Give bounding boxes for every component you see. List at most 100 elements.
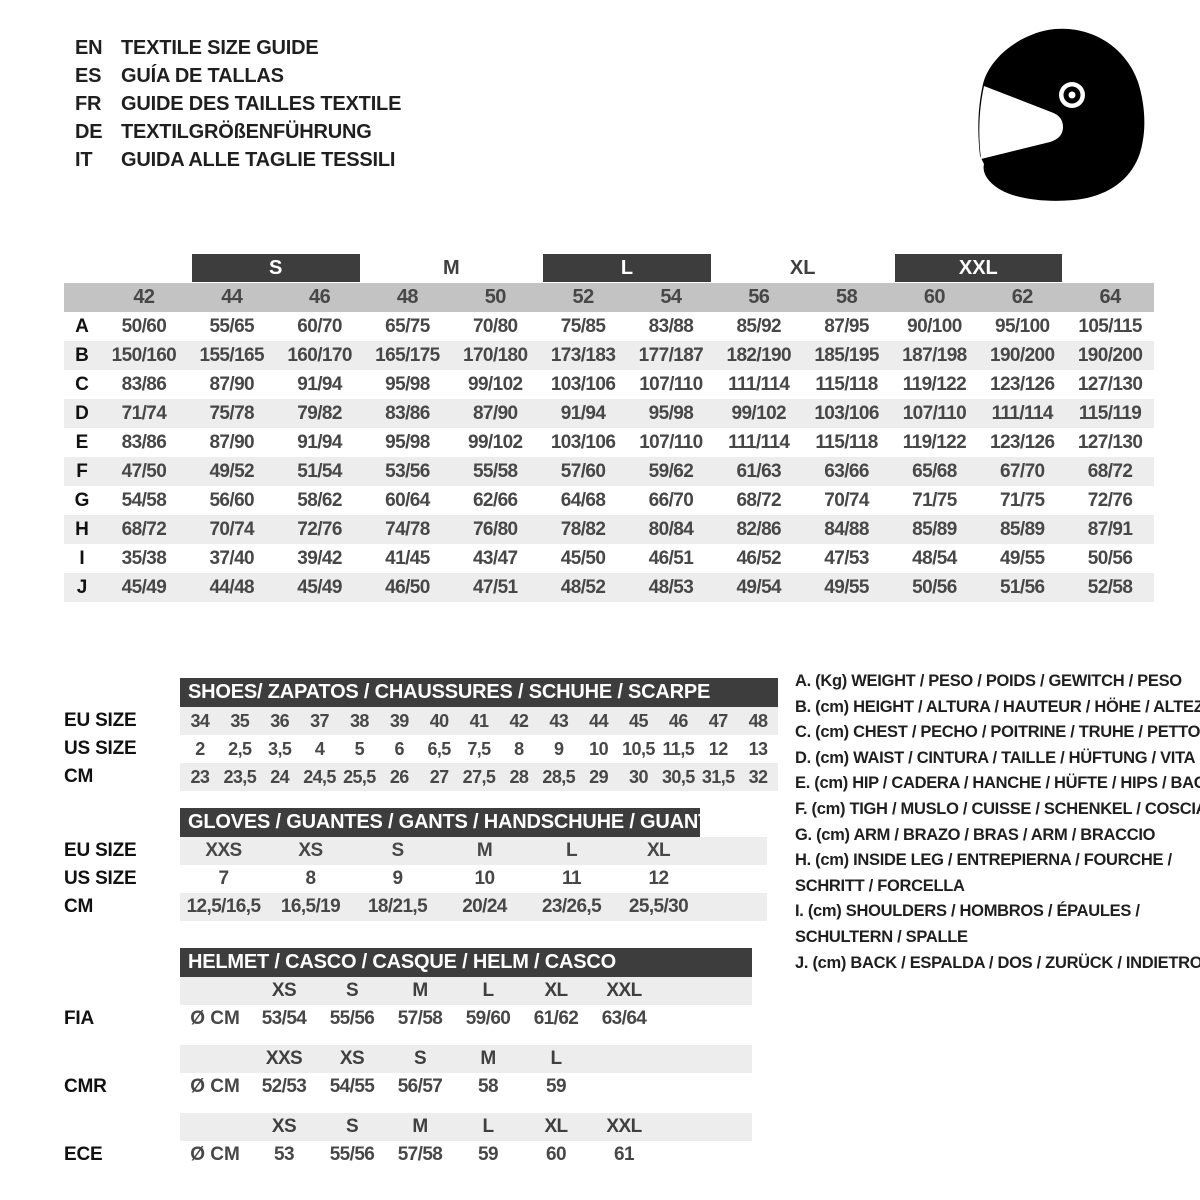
size-value: 49/55 [824,576,869,598]
size-value: 87/90 [472,402,518,424]
helmet-size-label: L [482,1116,494,1137]
size-value: 182/190 [726,344,792,366]
size-value: 13 [748,738,768,759]
size-value: 46/50 [385,576,430,598]
diameter-unit: Ø CM [190,1076,240,1097]
gloves-rows: EU SIZE XXS XS S M L XL US SIZE 7 8 9 10 11 12 CM 12,5/… [64,837,767,921]
language-row: ES GUÍA DE TALLAS [75,62,401,90]
size-value: 43 [549,710,569,731]
language-row: IT GUIDA ALLE TAGLIE TESSILI [75,146,401,174]
gloves-row: US SIZE 7 8 9 10 11 12 [64,865,767,893]
size-value: 95/98 [385,373,430,395]
size-value: 37 [310,710,329,731]
size-value: 83/86 [121,431,167,453]
size-value: 190/200 [990,344,1055,366]
shoes-row: EU SIZE 34 35 36 37 38 39 40 41 42 43 44 45 46 47 48 [64,707,778,735]
size-value: 87/90 [209,431,255,453]
helmet-size-label: XS [271,1116,297,1137]
size-value: 60/64 [385,489,430,511]
helmet-value: 57/58 [397,1144,443,1165]
helmet-value: 60 [546,1144,567,1165]
helmet-value: 54/55 [329,1076,375,1097]
language-row: DE TEXTILGRÖßENFÜHRUNG [75,118,401,146]
size-value: 127/130 [1077,373,1143,395]
size-value: 99/102 [731,402,786,424]
helmet-size-label: L [482,980,494,1001]
legend-key: H. (cm) [795,851,849,870]
size-value: 74/78 [385,518,430,540]
measurement-row: E 83/86 87/90 91/94 95/98 99/102 103/106 107/11… [64,428,1154,457]
row-label: B [75,344,89,366]
size-value: 11,5 [662,738,695,759]
size-value: 28 [509,766,529,787]
row-stripe [180,977,752,1005]
row-label: D [75,402,89,424]
size-value: 90/100 [907,315,962,337]
row-label: CM [64,766,94,787]
size-group-label: XL [789,256,816,279]
size-value: 78/82 [560,518,606,540]
size-value: 83/88 [648,315,694,337]
size-value: 52/58 [1087,576,1133,598]
size-column-number: 60 [923,286,946,308]
size-value: 85/92 [736,315,782,337]
size-value: 41 [469,710,489,731]
size-value: 71/75 [999,489,1045,511]
helmet-size-label: L [550,1048,562,1069]
size-value: 72/76 [1087,489,1133,511]
size-value: 35/38 [121,547,167,569]
helmet-value: 61 [614,1144,635,1165]
size-value: L [565,840,578,861]
shoes-size-table: SHOES/ ZAPATOS / CHAUSSURES / SCHUHE / S… [64,678,778,791]
size-column-number: 48 [396,286,419,308]
size-value: 48 [748,710,768,731]
size-value: 111/114 [728,373,790,395]
size-value: 80/84 [648,518,694,540]
helmet-size-label: M [412,980,428,1001]
legend-line: G. (cm) ARM / BRAZO / BRAS / ARM / BRACC… [795,823,1199,849]
language-title: GUÍA DE TALLAS [121,64,284,87]
row-label: EU SIZE [64,840,137,861]
row-label: J [76,576,88,598]
size-value: 9 [554,738,564,759]
size-value: 150/160 [111,344,177,366]
language-row: EN TEXTILE SIZE GUIDE [75,34,401,62]
shoes-row: CM 23 23,5 24 24,5 25,5 26 27 27,5 28 28,5 29 30 30,5… [64,763,778,791]
size-value: 99/102 [467,431,523,453]
size-value: 185/195 [814,344,879,366]
helmet-value: 53/54 [261,1008,307,1029]
language-title: TEXTILGRÖßENFÜHRUNG [121,120,372,143]
row-label: US SIZE [64,868,137,889]
size-number-row: 42 44 46 48 50 52 54 56 58 60 62 64 [64,283,1154,312]
size-column-number: 56 [748,286,770,308]
size-value: 23/26,5 [541,896,602,917]
legend-key: E. (cm) [795,774,848,793]
measurement-row: G 54/58 56/60 58/62 60/64 62/66 64/68 66/70 68/7… [64,486,1154,515]
legend-key: D. (cm) [795,748,849,767]
legend-line: A. (Kg) WEIGHT / PESO / POIDS / GEWITCH … [795,669,1199,695]
size-value: 51/56 [999,576,1045,598]
size-value: 42 [509,710,529,731]
size-column-number: 42 [133,286,155,308]
measurement-row: F 47/50 49/52 51/54 53/56 55/58 57/60 59/62 61/6… [64,457,1154,486]
helmet-value: 59 [478,1144,499,1165]
size-value: 5 [354,738,365,759]
size-column-number: 58 [836,286,858,308]
size-value: 65/68 [912,460,957,482]
language-code: EN [75,36,103,59]
size-value: 47 [708,710,728,731]
helmet-value: 56/57 [397,1076,443,1097]
size-group-label: L [543,254,711,282]
size-value: 28,5 [542,766,576,787]
legend-line: E. (cm) HIP / CADERA / HANCHE / HÜFTE / … [795,771,1200,797]
size-value: 31,5 [701,766,735,787]
size-value: 2,5 [228,738,252,759]
row-label: H [75,518,89,540]
size-value: 45 [629,710,648,731]
legend-text: HEIGHT / ALTURA / HAUTEUR / HÖHE / ALTEZ… [853,697,1200,716]
size-value: 23,5 [223,766,257,787]
row-label: A [75,315,89,337]
legend-line: C. (cm) CHEST / PECHO / POITRINE / TRUHE… [795,720,1200,746]
helmet-sizes-row: XS S M L XL XXL [64,1113,752,1141]
size-value: 67/70 [999,460,1045,482]
